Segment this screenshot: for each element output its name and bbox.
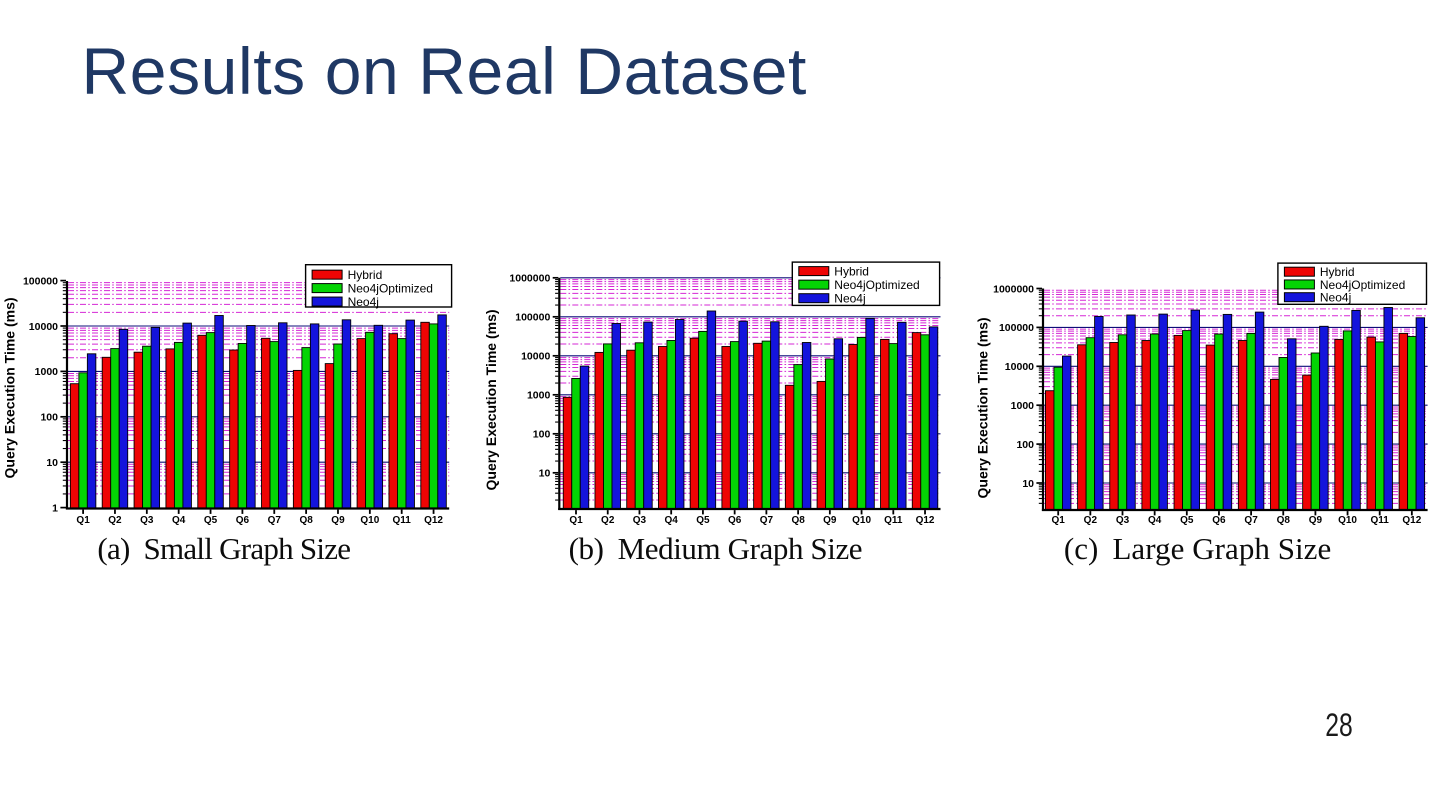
svg-text:Q8: Q8 <box>1277 515 1291 526</box>
svg-text:Q8: Q8 <box>299 515 313 526</box>
svg-text:Q1: Q1 <box>1052 515 1066 526</box>
svg-text:100: 100 <box>533 429 551 441</box>
svg-text:Query Execution Time (ms): Query Execution Time (ms) <box>483 309 499 490</box>
svg-text:Query Execution Time (ms): Query Execution Time (ms) <box>2 297 18 478</box>
svg-text:Q7: Q7 <box>268 515 282 526</box>
svg-text:Q12: Q12 <box>916 515 935 526</box>
svg-text:1000: 1000 <box>527 390 551 402</box>
svg-text:Q5: Q5 <box>696 515 710 526</box>
svg-text:Neo4j: Neo4j <box>1320 291 1351 305</box>
svg-text:Q10: Q10 <box>852 515 871 526</box>
svg-text:Q1: Q1 <box>569 515 583 526</box>
svg-text:Q8: Q8 <box>791 515 805 526</box>
svg-text:Q9: Q9 <box>1309 515 1323 526</box>
svg-text:Q6: Q6 <box>236 515 250 526</box>
svg-text:Q5: Q5 <box>1180 515 1194 526</box>
svg-text:1: 1 <box>52 502 58 514</box>
svg-text:Q10: Q10 <box>1338 515 1357 526</box>
svg-text:(c)Large Graph Size: (c) Large Graph Size <box>1064 531 1331 566</box>
svg-text:Q10: Q10 <box>360 515 379 526</box>
svg-text:Q2: Q2 <box>1084 515 1098 526</box>
svg-text:Q9: Q9 <box>823 515 837 526</box>
svg-text:10: 10 <box>539 468 551 480</box>
svg-text:100: 100 <box>1016 439 1034 451</box>
svg-text:100000: 100000 <box>515 312 550 324</box>
svg-text:1000000: 1000000 <box>993 283 1034 295</box>
svg-text:Q4: Q4 <box>1148 515 1162 526</box>
svg-text:Q6: Q6 <box>728 515 742 526</box>
svg-text:Hybrid: Hybrid <box>834 264 869 278</box>
svg-text:Q11: Q11 <box>1371 515 1390 526</box>
svg-text:100: 100 <box>40 412 58 424</box>
svg-text:Q1: Q1 <box>76 515 90 526</box>
svg-text:10: 10 <box>46 457 58 469</box>
svg-text:Q12: Q12 <box>1402 515 1421 526</box>
svg-text:Q12: Q12 <box>424 515 443 526</box>
svg-text:Q4: Q4 <box>172 515 186 526</box>
svg-text:100000: 100000 <box>23 275 58 287</box>
svg-text:Q5: Q5 <box>204 515 218 526</box>
svg-text:100000: 100000 <box>999 322 1034 334</box>
svg-text:Neo4j: Neo4j <box>348 295 379 309</box>
svg-text:Q3: Q3 <box>1116 515 1130 526</box>
svg-text:Q7: Q7 <box>760 515 774 526</box>
svg-text:Neo4jOptimized: Neo4jOptimized <box>1320 278 1405 292</box>
svg-text:Q2: Q2 <box>108 515 122 526</box>
svg-text:Query Execution Time (ms): Query Execution Time (ms) <box>975 317 991 498</box>
svg-text:Q9: Q9 <box>331 515 345 526</box>
svg-text:Neo4jOptimized: Neo4jOptimized <box>834 278 919 292</box>
svg-text:1000: 1000 <box>35 366 59 378</box>
svg-text:Q3: Q3 <box>140 515 154 526</box>
svg-text:Neo4j: Neo4j <box>834 292 865 306</box>
svg-text:10000: 10000 <box>521 351 550 363</box>
svg-text:10000: 10000 <box>29 321 58 333</box>
svg-text:Hybrid: Hybrid <box>1320 265 1355 279</box>
svg-text:Q4: Q4 <box>665 515 679 526</box>
svg-text:Q2: Q2 <box>601 515 615 526</box>
svg-text:(a)Small Graph Size: (a) Small Graph Size <box>97 531 350 566</box>
svg-text:Neo4jOptimized: Neo4jOptimized <box>348 281 433 295</box>
svg-text:Q7: Q7 <box>1244 515 1258 526</box>
svg-text:1000: 1000 <box>1011 400 1035 412</box>
svg-text:Q11: Q11 <box>884 515 903 526</box>
svg-text:Hybrid: Hybrid <box>348 268 383 282</box>
svg-text:1000000: 1000000 <box>509 273 550 285</box>
svg-text:10000: 10000 <box>1005 361 1034 373</box>
svg-text:28: 28 <box>1325 707 1353 743</box>
svg-text:(b)Medium Graph Size: (b) Medium Graph Size <box>569 531 863 566</box>
svg-text:Q6: Q6 <box>1212 515 1226 526</box>
svg-text:10: 10 <box>1022 478 1034 490</box>
svg-text:Q3: Q3 <box>633 515 647 526</box>
svg-text:Q11: Q11 <box>393 515 412 526</box>
